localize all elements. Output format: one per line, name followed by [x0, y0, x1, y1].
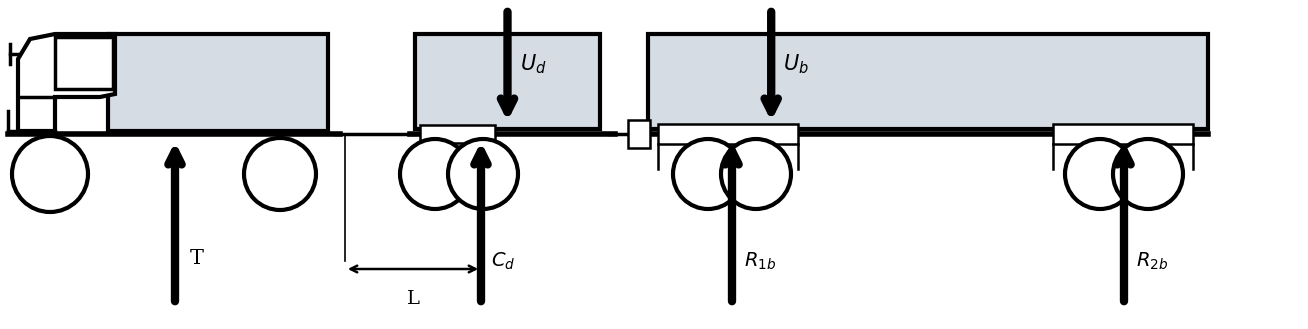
Text: $R_{2b}$: $R_{2b}$ [1137, 250, 1168, 272]
Bar [109, 34, 328, 131]
Text: $U_b$: $U_b$ [783, 52, 810, 76]
Bar [658, 124, 798, 144]
Circle shape [674, 139, 743, 209]
Circle shape [245, 138, 317, 210]
Bar [415, 34, 600, 129]
Polygon shape [18, 34, 115, 131]
Circle shape [1065, 139, 1135, 209]
Circle shape [12, 136, 88, 212]
Circle shape [400, 139, 470, 209]
Circle shape [721, 139, 791, 209]
Text: L: L [407, 290, 420, 308]
Bar [55, 37, 112, 89]
Circle shape [1113, 139, 1182, 209]
Bar [647, 34, 1209, 129]
Bar [628, 120, 650, 148]
Text: $R_{1b}$: $R_{1b}$ [744, 250, 776, 272]
Text: $U_d$: $U_d$ [519, 52, 547, 76]
Text: $C_d$: $C_d$ [490, 250, 515, 272]
Bar [420, 125, 494, 143]
Circle shape [449, 139, 518, 209]
Bar [1053, 124, 1193, 144]
Text: T: T [190, 249, 204, 268]
